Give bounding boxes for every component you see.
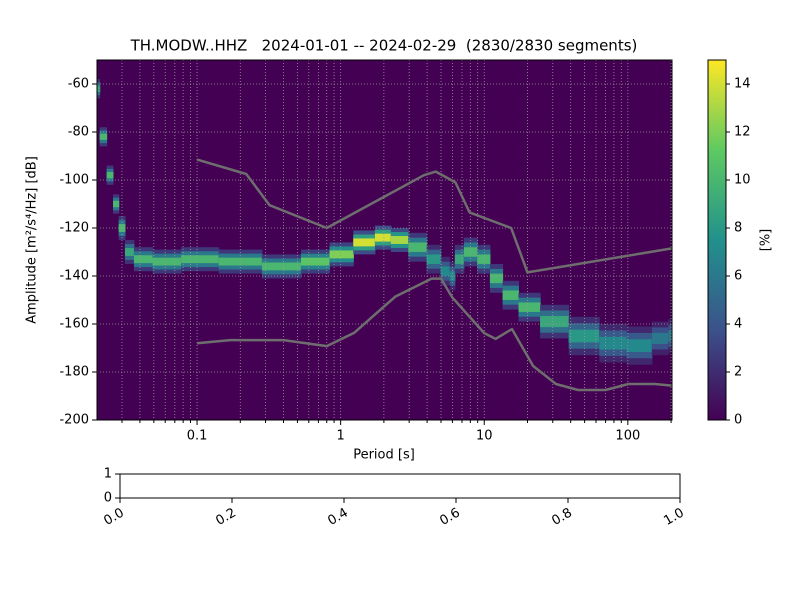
y-tick-label: -120 [59, 221, 89, 236]
x-tick-label: 0.4 [325, 506, 350, 529]
x-tick-label: 0.1 [187, 429, 208, 444]
noise-model-line [196, 277, 672, 392]
pdf-cell [99, 133, 108, 140]
chart-title: TH.MODW..HHZ 2024-01-01 -- 2024-02-29 (2… [130, 37, 638, 55]
x-tick-label: 0.2 [213, 506, 238, 529]
pdf-cell [390, 236, 409, 244]
y-tick-label: -160 [59, 317, 89, 332]
noise-model-line [196, 158, 672, 274]
pdf-cell [626, 339, 653, 352]
plot-frame [96, 59, 673, 421]
pdf-cell [426, 254, 442, 264]
colorbar-tick-label: 14 [734, 77, 751, 92]
pdf-cell [353, 238, 376, 247]
x-tick-label: 0.0 [101, 506, 126, 529]
pdf-cell [152, 257, 182, 266]
pdf-cell [518, 302, 541, 312]
pdf-cell [113, 200, 120, 208]
pdf-cell [124, 248, 135, 256]
colorbar-tick-label: 12 [734, 125, 751, 140]
colorbar-tick-label: 10 [734, 173, 751, 188]
x-axis-label: Period [s] [353, 448, 415, 463]
y-tick-label: -180 [59, 365, 89, 380]
colorbar-tick-label: 2 [734, 365, 742, 380]
pdf-cell [454, 254, 465, 264]
x-tick-label: 100 [615, 429, 640, 444]
colorbar-tick-label: 6 [734, 269, 742, 284]
y-tick-label: -60 [68, 77, 89, 92]
pdf-cell [106, 172, 114, 179]
axes: 0.1 1 10 100-60-80-100-120-140-160-180-200 0… [59, 59, 751, 529]
y-tick-label: -80 [68, 125, 89, 140]
x-tick-label: 10 [476, 429, 493, 444]
pdf-cell [489, 273, 504, 284]
colorbar-label: [%] [759, 229, 774, 252]
pdf-cell [477, 254, 491, 264]
colorbar-tick-label: 0 [734, 413, 742, 428]
pdf-cell [599, 336, 628, 350]
pdf-cell [133, 255, 154, 264]
pdf-cell [540, 316, 570, 328]
y-axis-label: Amplitude [m²/s⁴/Hz] [dB] [25, 156, 40, 324]
colorbar [707, 59, 727, 421]
x-tick-label: 0.6 [437, 506, 462, 529]
colorbar-tick-label: 4 [734, 317, 742, 332]
y-tick-label: 1 [104, 467, 112, 482]
colorbar-tick-label: 8 [734, 221, 742, 236]
pdf-cell [97, 85, 101, 92]
plot-area [97, 60, 672, 420]
pdf-cell [463, 247, 478, 257]
y-tick-label: 0 [104, 491, 112, 506]
pdf-cell [440, 266, 451, 276]
y-tick-label: -200 [59, 413, 89, 428]
pdf-cell [502, 290, 520, 300]
pdf-cell [329, 250, 354, 259]
y-tick-label: -100 [59, 173, 89, 188]
pdf-cell [300, 257, 331, 266]
pdf-cell [374, 233, 392, 242]
y-tick-label: -140 [59, 269, 89, 284]
pdf-cell [408, 242, 428, 252]
pdf-cell [261, 262, 302, 271]
pdf-cell [668, 330, 672, 342]
pdf-cell [651, 332, 669, 344]
x-tick-label: 0.8 [549, 506, 574, 529]
x-tick-label: 1 [337, 429, 345, 444]
pdf-cell [181, 255, 220, 264]
axes-frame [119, 473, 681, 499]
x-tick-label: 1.0 [661, 506, 686, 529]
